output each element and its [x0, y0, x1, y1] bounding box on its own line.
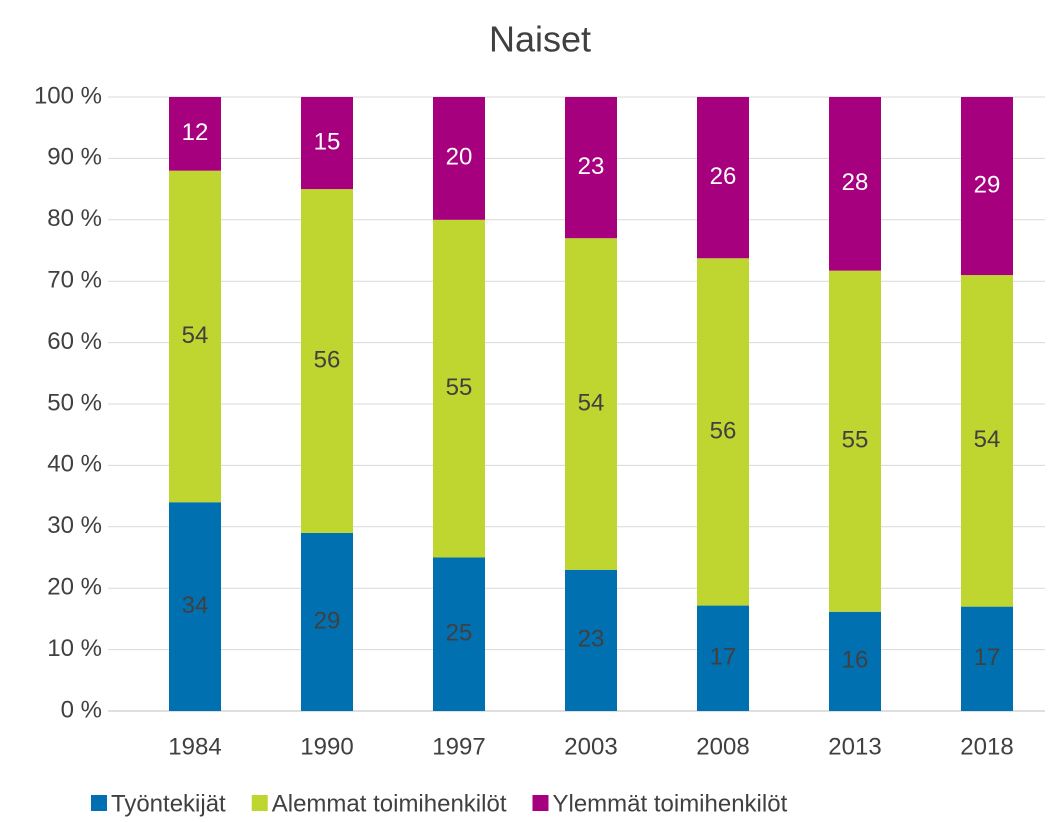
y-tick-label: 0 % — [61, 696, 102, 723]
data-label: 28 — [842, 169, 869, 196]
data-label: 54 — [182, 322, 209, 349]
data-label: 29 — [974, 171, 1001, 198]
x-tick-label: 2008 — [696, 733, 749, 760]
data-label: 12 — [182, 119, 209, 146]
bar-segment — [301, 97, 353, 190]
data-label: 23 — [578, 153, 605, 180]
data-label: 54 — [974, 426, 1001, 453]
bar-segment — [301, 532, 353, 711]
bar-segment — [433, 219, 485, 558]
data-label: 55 — [446, 374, 473, 401]
bar-segment — [301, 189, 353, 533]
legend-label: Alemmat toimihenkilöt — [272, 790, 507, 817]
bar-segment — [433, 557, 485, 711]
y-tick-label: 40 % — [47, 451, 102, 478]
data-label: 56 — [314, 346, 341, 373]
y-tick-label: 60 % — [47, 328, 102, 355]
x-tick-label: 1997 — [432, 733, 485, 760]
y-tick-label: 80 % — [47, 205, 102, 232]
bar-segment — [961, 275, 1013, 607]
bar-segment — [169, 170, 221, 503]
bar-segment — [565, 238, 617, 570]
data-label: 29 — [314, 607, 341, 634]
legend-swatch — [251, 795, 268, 811]
bar-segment — [829, 270, 881, 612]
bar-segment — [433, 97, 485, 220]
x-tick-label: 2018 — [960, 733, 1013, 760]
bar-segment — [565, 97, 617, 239]
y-tick-label: 50 % — [47, 389, 102, 416]
y-tick-label: 90 % — [47, 144, 102, 171]
bar-segment — [697, 97, 749, 259]
data-label: 26 — [710, 163, 737, 190]
y-tick-label: 20 % — [47, 574, 102, 601]
legend-label: Ylemmät toimihenkilöt — [552, 790, 787, 817]
chart-title: Naiset — [489, 19, 591, 60]
data-label: 20 — [446, 144, 473, 171]
x-tick-label: 2003 — [564, 733, 617, 760]
y-tick-label: 10 % — [47, 635, 102, 662]
bar-segment — [697, 258, 749, 606]
x-tick-label: 1990 — [300, 733, 353, 760]
legend-swatch — [91, 795, 107, 811]
bar-segment — [169, 97, 221, 171]
data-label: 17 — [974, 644, 1001, 671]
y-tick-label: 30 % — [47, 512, 102, 539]
bar-segment — [829, 611, 881, 711]
bar-segment — [961, 606, 1013, 711]
x-tick-label: 1984 — [168, 733, 221, 760]
data-label: 23 — [578, 626, 605, 653]
data-label: 17 — [710, 644, 737, 671]
data-label: 56 — [710, 417, 737, 444]
y-tick-label: 100 % — [34, 82, 102, 109]
data-label: 34 — [182, 592, 209, 619]
data-label: 55 — [842, 427, 869, 454]
bar-segment — [169, 502, 221, 711]
bar-segment — [829, 97, 881, 271]
legend-swatch — [532, 795, 549, 811]
data-label: 25 — [446, 620, 473, 647]
bar-segment — [961, 97, 1013, 276]
x-tick-label: 2013 — [828, 733, 881, 760]
data-label: 54 — [578, 389, 605, 416]
legend-label: Työntekijät — [111, 790, 226, 817]
bar-segment — [697, 605, 749, 711]
data-label: 15 — [314, 128, 341, 155]
y-tick-label: 70 % — [47, 267, 102, 294]
bar-segment — [565, 569, 617, 711]
data-label: 16 — [842, 647, 869, 674]
